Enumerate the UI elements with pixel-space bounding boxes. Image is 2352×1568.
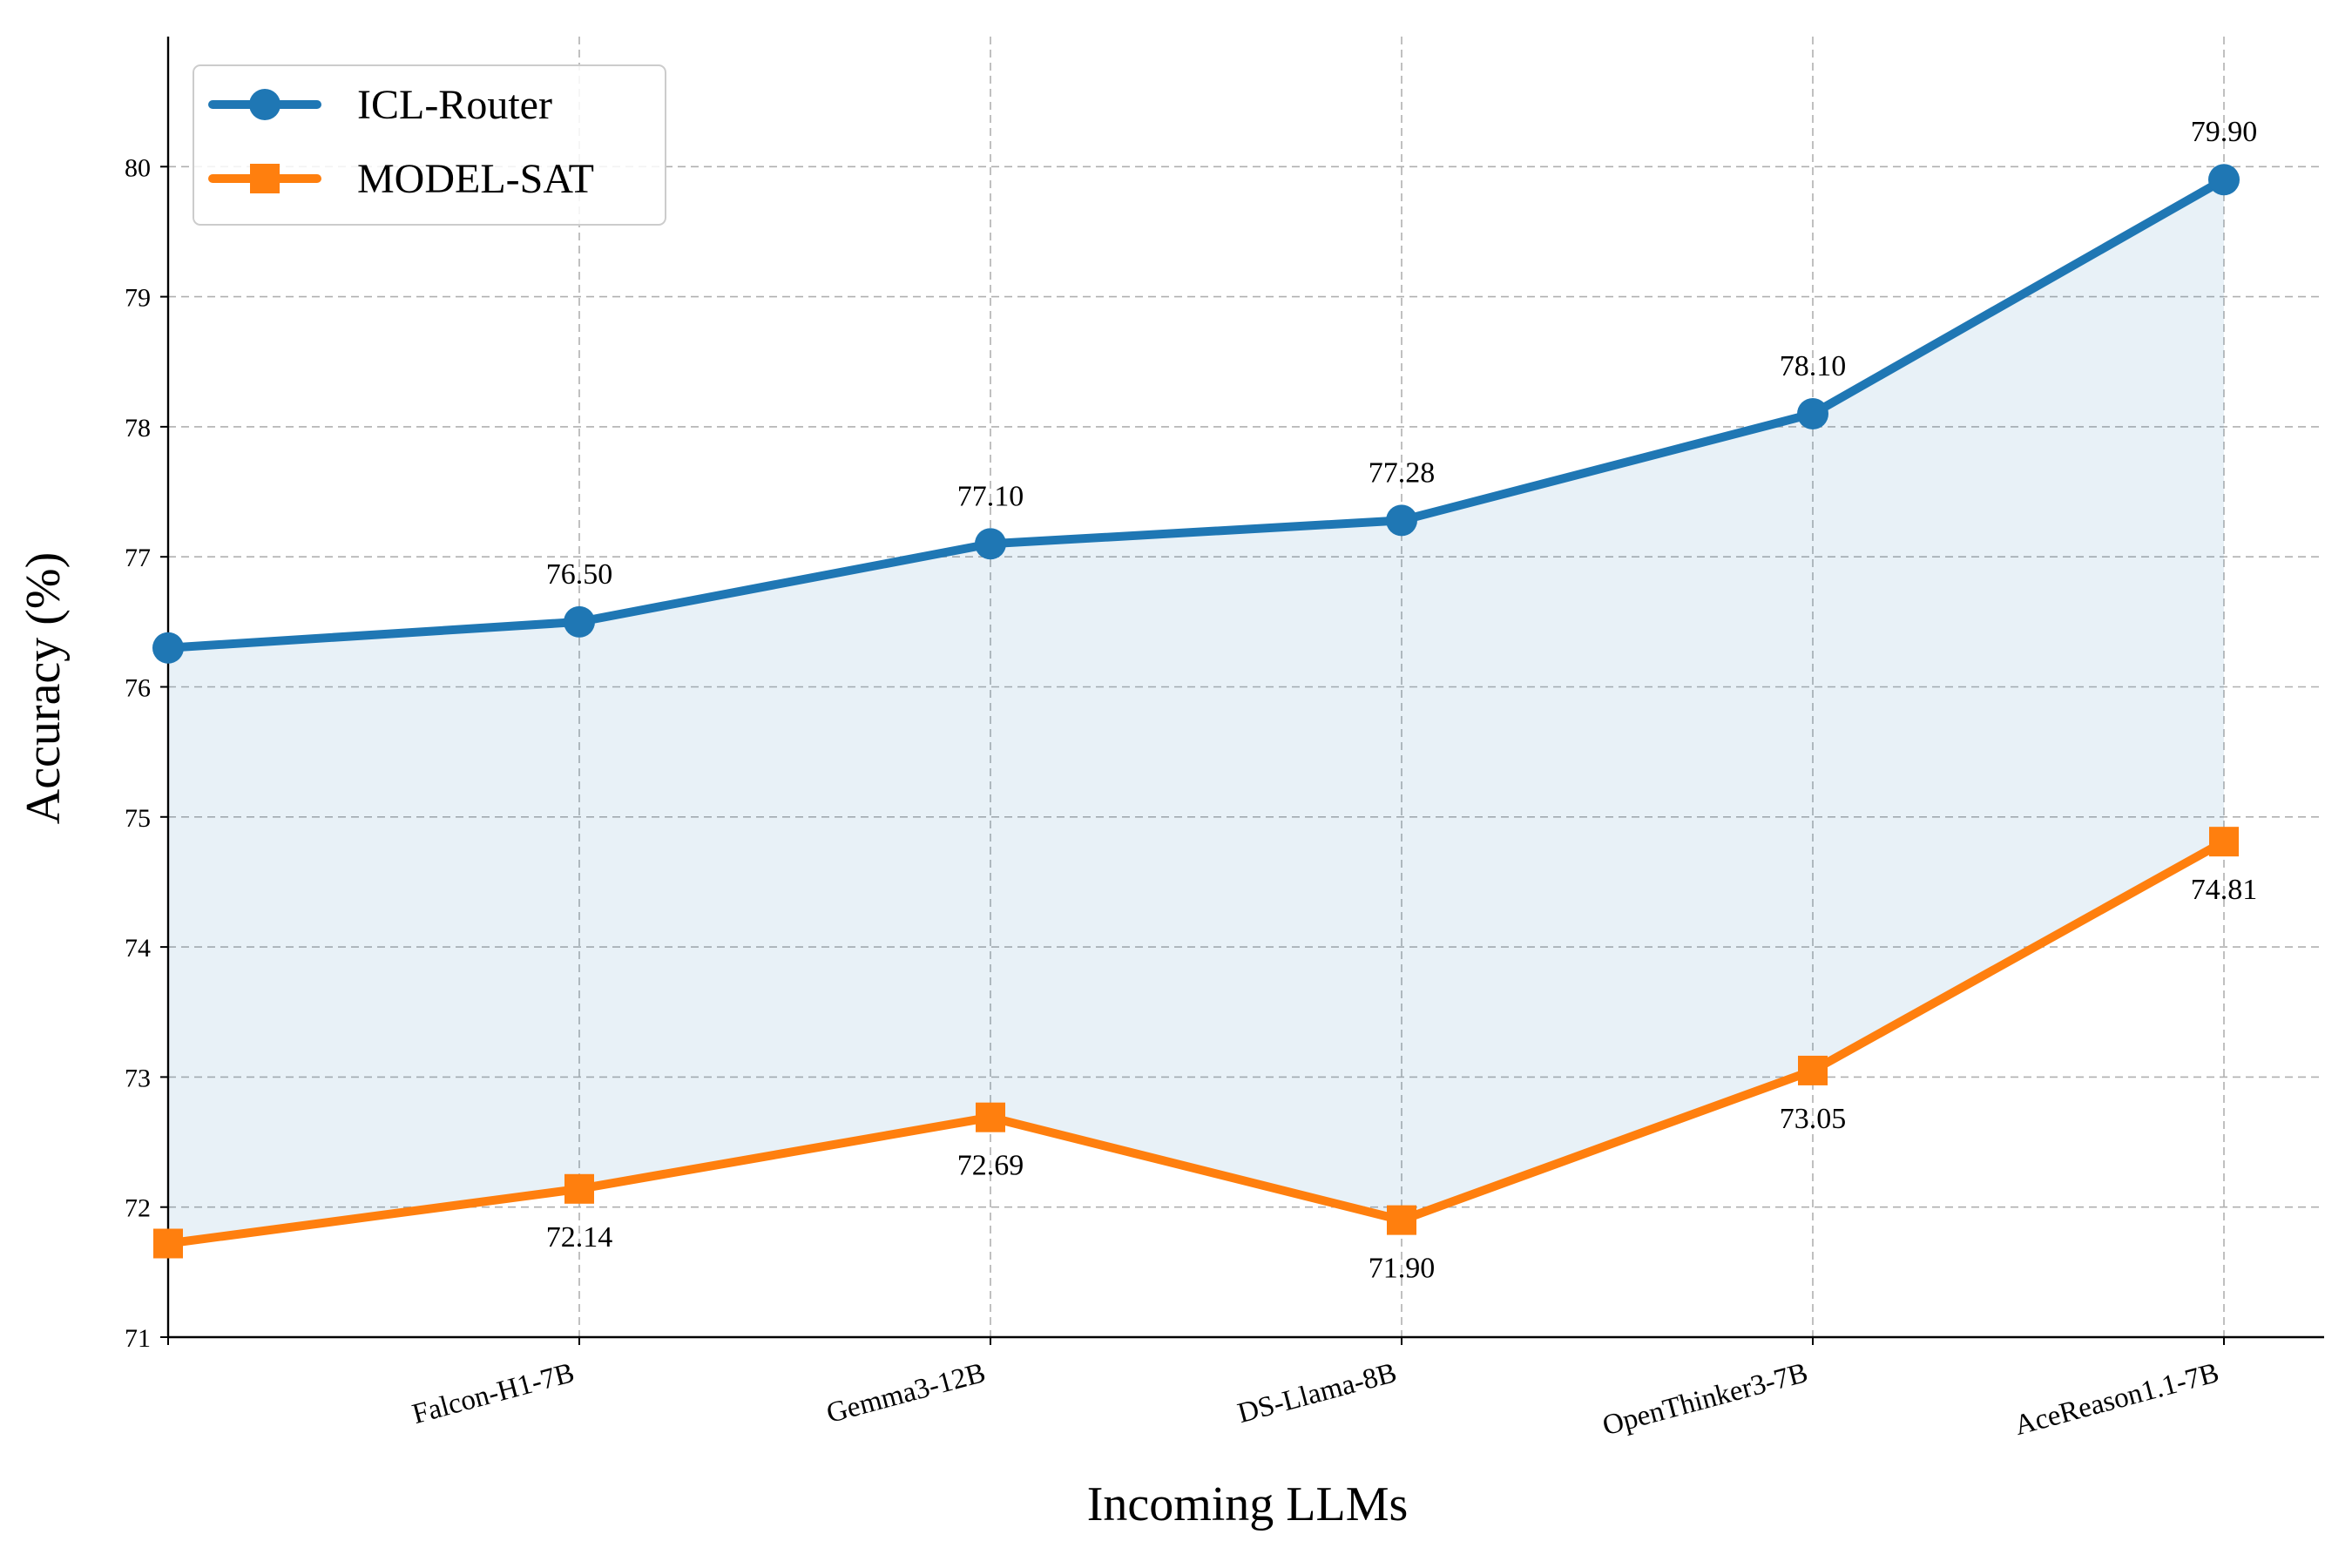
data-label: 78.10 xyxy=(1780,350,1847,382)
data-point xyxy=(976,1102,1005,1132)
data-point xyxy=(152,632,184,664)
y-tick-label: 73 xyxy=(125,1064,151,1092)
fill-between-area xyxy=(168,179,2224,1244)
data-point xyxy=(1798,1055,1828,1085)
y-tick-label: 80 xyxy=(125,153,151,182)
data-point xyxy=(2208,164,2240,196)
data-point xyxy=(975,528,1006,560)
y-tick-label: 72 xyxy=(125,1194,151,1223)
y-tick-label: 76 xyxy=(125,674,151,703)
data-point xyxy=(1387,1205,1416,1235)
data-point xyxy=(1386,504,1417,537)
data-point xyxy=(564,605,595,638)
series-line-icl-router xyxy=(164,175,2228,652)
y-tick-label: 71 xyxy=(125,1324,151,1353)
series-layer xyxy=(152,164,2240,1259)
data-labels: 76.50 77.10 77.28 78.10 79.90 72.14 72.69 71.90… xyxy=(546,116,2258,1284)
data-point xyxy=(153,1228,183,1259)
y-ticks: 71 72 73 74 75 76 77 78 79 80 xyxy=(125,153,168,1353)
data-label: 77.10 xyxy=(957,480,1024,512)
data-point xyxy=(564,1173,594,1204)
data-label: 74.81 xyxy=(2191,874,2258,906)
data-label: 77.28 xyxy=(1369,456,1436,489)
data-point xyxy=(1797,397,1828,429)
legend-marker xyxy=(250,164,280,193)
data-label: 73.05 xyxy=(1780,1103,1847,1135)
y-tick-label: 78 xyxy=(125,414,151,443)
y-tick-label: 77 xyxy=(125,544,151,572)
legend-marker xyxy=(249,89,280,120)
data-point xyxy=(2209,827,2239,857)
y-tick-label: 74 xyxy=(125,934,151,963)
y-axis-label: Accuracy (%) xyxy=(17,552,71,824)
legend: ICL-Router MODEL-SAT xyxy=(193,64,666,226)
y-tick-label: 79 xyxy=(125,284,151,313)
data-label: 71.90 xyxy=(1369,1253,1436,1285)
x-axis-label: Incoming LLMs xyxy=(1087,1477,1409,1531)
y-tick-label: 75 xyxy=(125,804,151,833)
series-line-model-sat xyxy=(164,837,2228,1248)
legend-label: MODEL-SAT xyxy=(357,156,594,202)
data-label: 72.14 xyxy=(546,1221,613,1254)
data-label: 76.50 xyxy=(546,558,613,591)
data-label: 72.69 xyxy=(957,1150,1024,1182)
data-label: 79.90 xyxy=(2191,116,2258,148)
legend-label: ICL-Router xyxy=(357,82,552,128)
